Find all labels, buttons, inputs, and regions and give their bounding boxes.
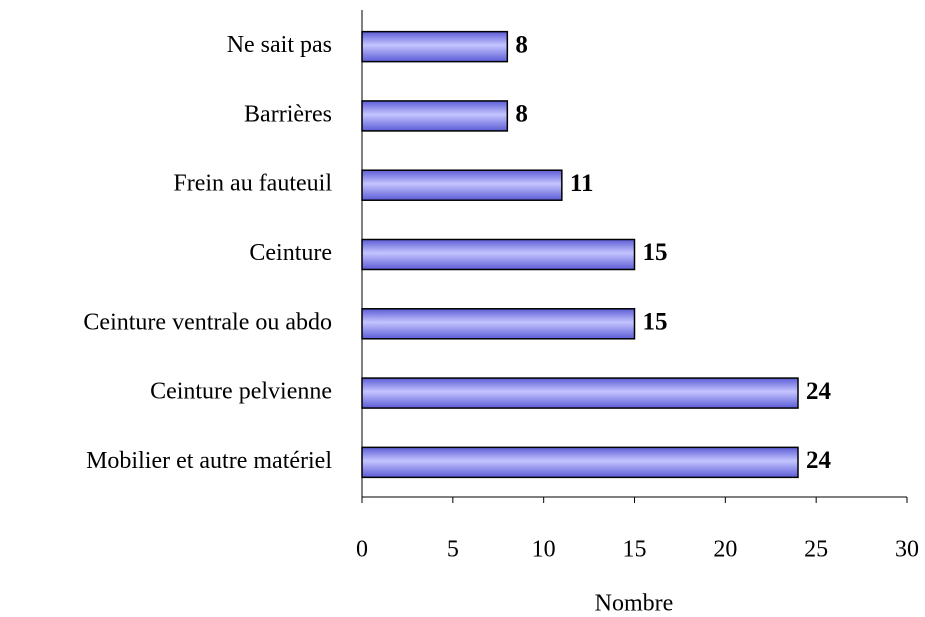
bar xyxy=(361,446,799,479)
x-tick-label: 0 xyxy=(356,537,368,563)
bar xyxy=(361,308,636,340)
x-tick-label: 10 xyxy=(532,537,556,563)
data-label: 24 xyxy=(806,447,832,474)
data-label: 15 xyxy=(643,239,668,266)
y-tick-label: Frein au fauteuil xyxy=(173,171,332,197)
y-tick-label: Ceinture pelvienne xyxy=(150,379,332,405)
x-axis-label: Nombre xyxy=(595,591,674,617)
bar xyxy=(361,169,563,201)
data-label: 24 xyxy=(806,378,832,405)
x-tick-label: 30 xyxy=(895,537,919,563)
x-tick-label: 15 xyxy=(623,537,647,563)
x-tick-label: 25 xyxy=(804,537,828,563)
y-tick-label: Barrières xyxy=(244,101,332,127)
data-label: 8 xyxy=(515,101,528,128)
bar xyxy=(361,100,509,132)
bar xyxy=(361,30,509,63)
data-label: 15 xyxy=(643,309,668,336)
y-tick-label: Ceinture xyxy=(249,240,332,266)
data-label: 8 xyxy=(515,31,528,58)
data-label: 11 xyxy=(570,170,594,197)
y-tick-label: Ne sait pas xyxy=(227,32,332,58)
bar xyxy=(361,377,799,409)
y-tick-label: Ceinture ventrale ou abdo xyxy=(83,309,332,335)
bar xyxy=(361,238,636,271)
x-tick-label: 5 xyxy=(447,537,459,563)
y-tick-label: Mobilier et autre matériel xyxy=(86,448,332,474)
x-tick-label: 20 xyxy=(713,537,737,563)
